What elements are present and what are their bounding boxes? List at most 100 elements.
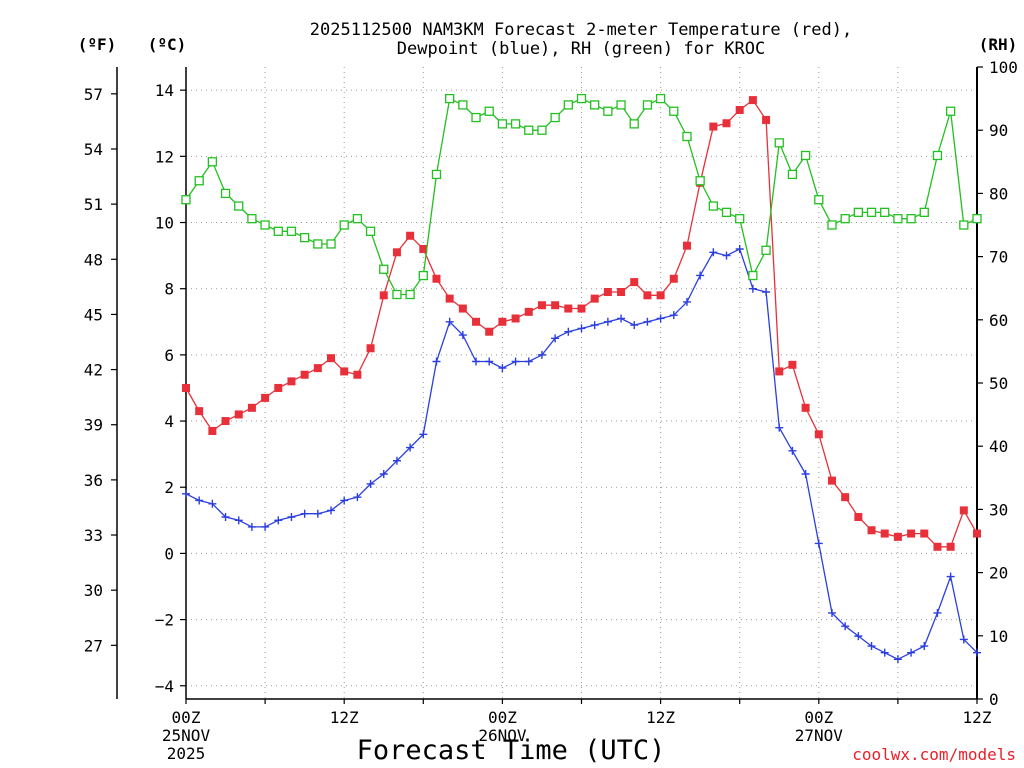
temperature-point xyxy=(748,96,757,105)
rh-point xyxy=(207,157,218,167)
dewpoint-point xyxy=(735,244,744,253)
dewpoint-point xyxy=(247,522,256,531)
dewpoint-point xyxy=(432,357,441,366)
rh-point xyxy=(590,100,600,110)
rh-point xyxy=(959,220,969,230)
rh-point xyxy=(497,119,508,129)
temperature-point xyxy=(814,430,823,439)
dewpoint-point xyxy=(959,635,968,644)
temperature-point xyxy=(775,367,784,376)
temperature-point xyxy=(392,248,401,257)
dewpoint-point xyxy=(603,317,612,326)
dewpoint-point xyxy=(696,271,705,280)
rh-tick-label: 90 xyxy=(989,121,1008,140)
rh-point xyxy=(840,214,850,224)
temperature-point xyxy=(617,288,626,297)
rh-point xyxy=(326,239,336,249)
dewpoint-point xyxy=(406,443,415,452)
dewpoint-point xyxy=(827,608,836,617)
temperature-point xyxy=(643,291,652,300)
rh-point xyxy=(194,176,204,186)
temperature-point xyxy=(735,106,744,115)
rh-point xyxy=(800,150,811,161)
celsius-tick-label: −2 xyxy=(155,611,174,630)
temperature-point xyxy=(432,274,441,283)
temperature-point xyxy=(564,304,573,313)
rh-point xyxy=(234,201,244,211)
dewpoint-point xyxy=(946,572,955,581)
temperature-point xyxy=(841,493,850,502)
temperature-point xyxy=(603,288,612,297)
rh-tick-label: 60 xyxy=(989,311,1008,330)
temperature-point xyxy=(893,532,902,541)
x-tick-date: 26NOV xyxy=(478,726,527,745)
temperature-point xyxy=(973,529,981,538)
rh-point xyxy=(655,93,666,104)
rh-point xyxy=(774,138,784,148)
temperature-point xyxy=(788,360,797,369)
temperature-point xyxy=(722,119,731,128)
temperature-point xyxy=(182,383,190,392)
dewpoint-point xyxy=(669,311,678,320)
rh-point xyxy=(695,176,705,186)
dewpoint-point xyxy=(775,423,784,432)
dewpoint-point xyxy=(920,642,929,651)
rh-point xyxy=(313,239,323,249)
grid-lines xyxy=(186,67,977,699)
rh-point xyxy=(339,220,349,230)
dewpoint-point xyxy=(366,479,375,488)
temperature-point xyxy=(551,301,560,310)
fahrenheit-tick-label: 36 xyxy=(84,471,103,490)
rh-point xyxy=(642,100,653,110)
temperature-point xyxy=(959,506,968,515)
rh-point xyxy=(445,93,455,104)
rh-point xyxy=(431,169,442,180)
dewpoint-point xyxy=(472,357,481,366)
rh-point xyxy=(853,207,863,218)
temperature-point xyxy=(195,407,204,416)
dewpoint-point xyxy=(551,334,560,343)
rh-point xyxy=(972,214,982,224)
rh-point xyxy=(906,214,916,224)
fahrenheit-tick-label: 39 xyxy=(84,416,103,435)
rh-point xyxy=(405,289,415,300)
temperature-point xyxy=(630,278,639,287)
dewpoint-point xyxy=(498,364,507,373)
temperature-point xyxy=(880,529,889,538)
chart-title-line2: Dewpoint (blue), RH (green) for KROC xyxy=(397,39,765,59)
temperature-point xyxy=(511,314,520,323)
series-layer xyxy=(181,93,982,664)
temperature-point xyxy=(854,513,863,522)
x-tick-date: 27NOV xyxy=(795,726,844,745)
x-tick-label: 00Z xyxy=(488,708,517,727)
rh-point xyxy=(365,226,376,236)
rh-unit-label: (RH) xyxy=(979,35,1018,54)
dewpoint-point xyxy=(511,357,520,366)
rh-point xyxy=(629,119,639,129)
temperature-point xyxy=(327,354,336,363)
dewpoint-point xyxy=(392,456,401,465)
rh-tick-label: 10 xyxy=(989,627,1008,646)
rh-point xyxy=(418,270,428,281)
dewpoint-point xyxy=(682,297,691,306)
rh-point xyxy=(932,150,943,161)
dewpoint-point xyxy=(841,622,850,631)
tick-labels: −4 −2 0 2 4 6 8 10 12 14 27 30 33 36 39 42 45 48 51 54 57 0 10… xyxy=(84,58,1018,763)
x-axis-title: Forecast Time (UTC) xyxy=(357,735,666,766)
rh-point xyxy=(260,220,270,230)
dewpoint-point xyxy=(854,632,863,641)
rh-point xyxy=(379,264,389,274)
celsius-unit-label: (ºC) xyxy=(148,35,187,54)
temperature-point xyxy=(313,364,322,373)
dewpoint-point xyxy=(537,350,546,359)
dewpoint-point xyxy=(419,430,428,439)
fahrenheit-unit-label: (ºF) xyxy=(78,35,117,54)
celsius-tick-label: 12 xyxy=(155,147,174,166)
dewpoint-point xyxy=(973,648,981,657)
dewpoint-point xyxy=(261,522,270,531)
dewpoint-point xyxy=(748,284,757,293)
rh-point xyxy=(880,207,890,218)
dewpoint-point xyxy=(524,357,533,366)
dewpoint-point xyxy=(788,446,797,455)
